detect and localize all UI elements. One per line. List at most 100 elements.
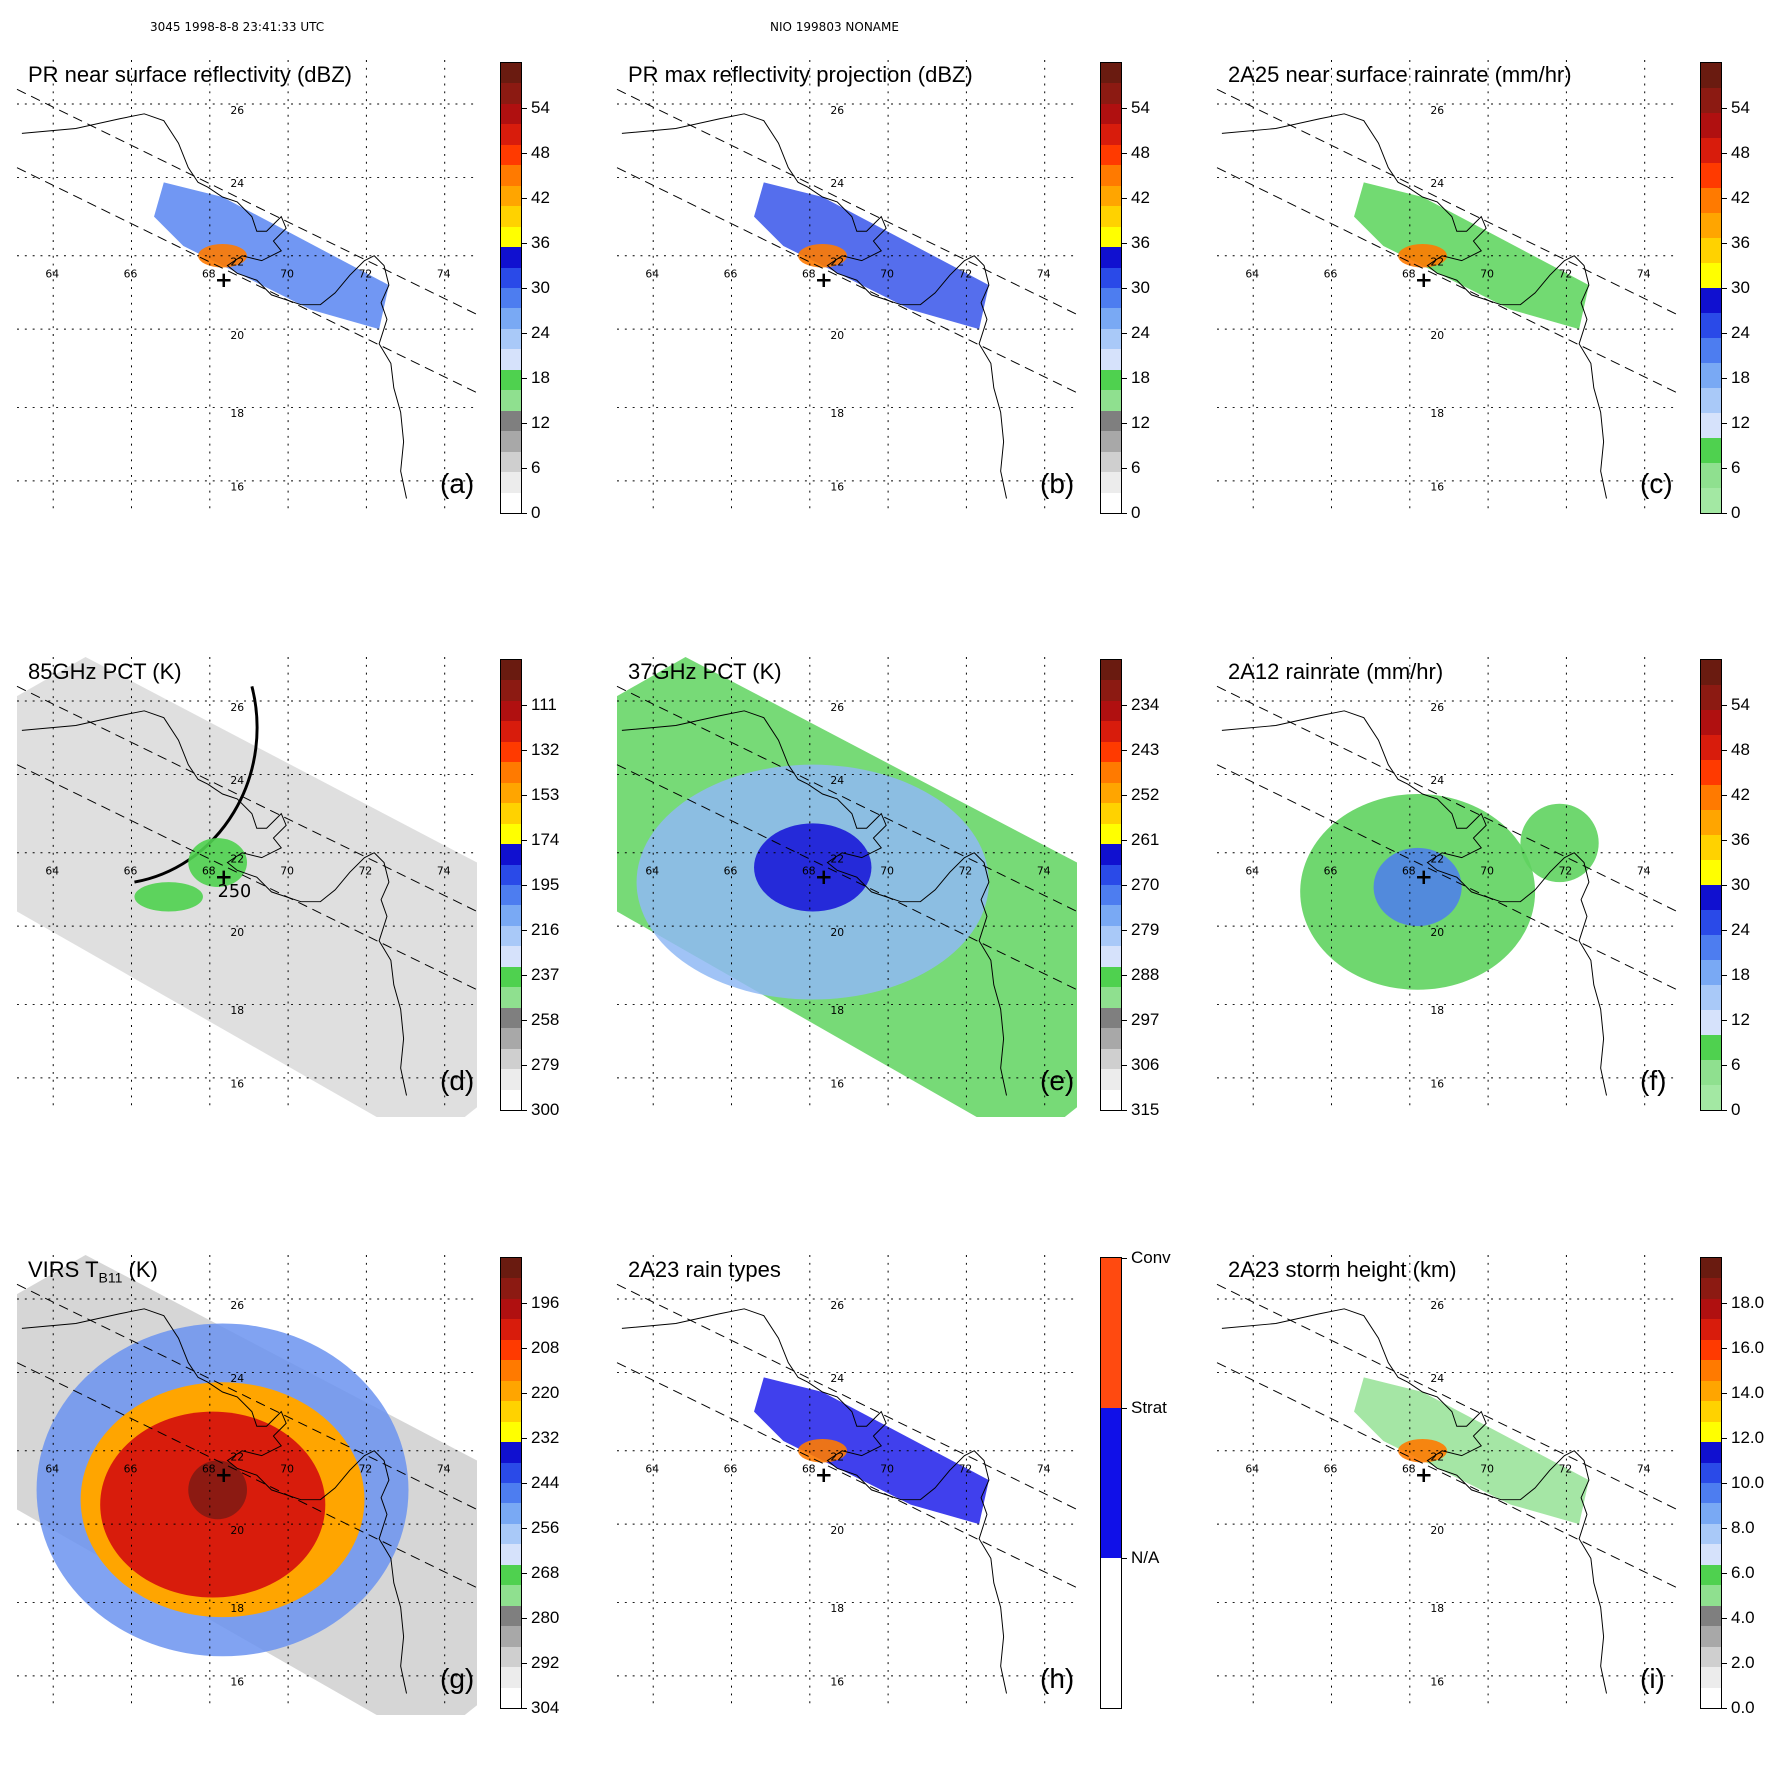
lat-label: 26 — [230, 1299, 244, 1312]
lat-label: 26 — [1430, 104, 1444, 117]
colorbar-tickmark — [1721, 1573, 1727, 1574]
panel-i: 64 66 68 70 72 74 26 24 22 20 18 16 +2A23 storm heig… — [1200, 1215, 1764, 1735]
colorbar-tick-label: 297 — [1131, 1010, 1160, 1029]
colorbar-segment — [1701, 835, 1721, 860]
colorbar-segment — [1101, 700, 1121, 722]
colorbar-tick-label: 42 — [1731, 785, 1750, 804]
colorbar-tick-label: 30 — [1131, 278, 1150, 297]
colorbar-segment — [1101, 390, 1121, 411]
colorbar-segment — [501, 762, 521, 783]
colorbar-tick-label: Conv — [1131, 1248, 1171, 1267]
title-subscript: B11 — [98, 1269, 123, 1286]
lat-label: 18 — [230, 1602, 244, 1615]
colorbar-tick-label: 18.0 — [1731, 1293, 1765, 1312]
panel-letter: (f) — [1640, 1065, 1667, 1096]
colorbar-tickmark — [521, 378, 527, 379]
colorbar-tickmark — [1721, 840, 1727, 841]
colorbar-tick-label: 24 — [1131, 323, 1150, 342]
colorbar-segment — [501, 1564, 521, 1586]
colorbar-segment — [1101, 226, 1121, 248]
colorbar-segment — [1101, 660, 1121, 681]
lon-label: 68 — [202, 1462, 216, 1475]
panel-title: 2A23 storm height (km) — [1228, 1257, 1457, 1282]
lon-label: 64 — [645, 864, 659, 877]
swath-edge-south — [16, 167, 478, 394]
colorbar-segment — [501, 1687, 521, 1708]
colorbar-tick-label: 24 — [1731, 920, 1750, 939]
colorbar: 18.0 16.0 14.0 12.0 10.0 8.0 6.0 4.0 2.0 0.0 — [1700, 1257, 1764, 1717]
colorbar-tick-label: 18 — [1731, 368, 1750, 387]
colorbar-tickmark — [1721, 1393, 1727, 1394]
colorbar-segment — [501, 1319, 521, 1340]
colorbar-segment — [1701, 1298, 1721, 1320]
lon-label: 66 — [1324, 864, 1338, 877]
swath-edge-south — [1216, 167, 1678, 394]
panel-h: 64 66 68 70 72 74 26 24 22 20 18 16 +2A23 rain types… — [600, 1215, 1171, 1735]
colorbar-segment — [1701, 338, 1721, 363]
coastline — [1221, 113, 1608, 499]
contour-label: 250 — [218, 882, 252, 902]
lon-label: 70 — [1480, 1462, 1494, 1475]
map-g: 64 66 68 70 72 74 26 24 22 20 18 16 + — [16, 1255, 478, 1715]
swath-edge-north — [16, 88, 478, 315]
colorbar-segment — [501, 1605, 521, 1627]
colorbar-segment — [1701, 1482, 1721, 1504]
eye-core — [188, 1460, 247, 1520]
lat-label: 18 — [1430, 407, 1444, 420]
colorbar-segment — [501, 328, 521, 350]
lat-label: 22 — [230, 256, 244, 269]
colorbar-tick-label: 252 — [1131, 785, 1160, 804]
map-b: 64 66 68 70 72 74 26 24 22 20 18 16 + — [616, 60, 1078, 511]
swath-edge-south — [616, 764, 1078, 991]
storm-center-marker: + — [1415, 865, 1433, 890]
colorbar-segment — [501, 1442, 521, 1463]
colorbar-segment — [1101, 741, 1121, 763]
colorbar-segment — [501, 287, 521, 309]
colorbar-segment — [1701, 810, 1721, 835]
colorbar-tick-label: 153 — [531, 785, 560, 804]
colorbar-tick-label: 48 — [1731, 143, 1750, 162]
storm-center-marker: + — [215, 865, 233, 890]
colorbar-tickmark — [1721, 930, 1727, 931]
contour-250 — [134, 685, 259, 884]
lon-label: 68 — [802, 267, 816, 280]
colorbar-tick-label: 279 — [1131, 920, 1160, 939]
colorbar-segment — [501, 410, 521, 432]
colorbar-segment — [1101, 267, 1121, 288]
colorbar-tickmark — [1721, 153, 1727, 154]
panel-b: 64 66 68 70 72 74 26 24 22 20 18 16 + PR max reflecti… — [600, 20, 1150, 540]
lon-label: 74 — [1637, 864, 1651, 877]
colorbar-tickmark — [1721, 705, 1727, 706]
lon-label: 68 — [202, 267, 216, 280]
colorbar-tickmark — [521, 1020, 527, 1021]
panel-letter: (d) — [440, 1065, 475, 1096]
colorbar-segment — [1701, 1503, 1721, 1524]
map-f: 64 66 68 70 72 74 26 24 22 20 18 16 + — [1216, 657, 1678, 1108]
colorbar-segment — [1701, 188, 1721, 213]
colorbar-segment — [1101, 287, 1121, 309]
colorbar-tickmark — [1721, 1483, 1727, 1484]
colorbar-tick-label: 36 — [1131, 233, 1150, 252]
colorbar-tickmark — [521, 1393, 527, 1394]
lat-label: 16 — [1430, 1078, 1444, 1091]
colorbar-tickmark — [521, 468, 527, 469]
colorbar-tickmark — [1721, 1438, 1727, 1439]
convective-core — [198, 244, 247, 268]
colorbar-tick-label: 12 — [531, 413, 550, 432]
colorbar-tickmark — [521, 243, 527, 244]
lon-label: 66 — [124, 864, 138, 877]
panel-title: VIRS TB11 (K) — [28, 1257, 158, 1285]
map-i: 64 66 68 70 72 74 26 24 22 20 18 16 + — [1216, 1255, 1678, 1706]
colorbar-tick-label: 12.0 — [1731, 1428, 1765, 1447]
colorbar-segment — [501, 1585, 521, 1606]
colorbar-segment — [501, 987, 521, 1008]
colorbar-tick-label: 30 — [1731, 875, 1750, 894]
lat-label: 20 — [1430, 926, 1444, 939]
lat-label: 18 — [230, 1004, 244, 1017]
colorbar-tickmark — [1121, 378, 1127, 379]
colorbar-segment — [1101, 451, 1121, 473]
lat-label: 16 — [230, 1676, 244, 1689]
colorbar-segment — [501, 185, 521, 207]
colorbar-tickmark — [1721, 1110, 1727, 1111]
colorbar-tickmark — [1721, 198, 1727, 199]
